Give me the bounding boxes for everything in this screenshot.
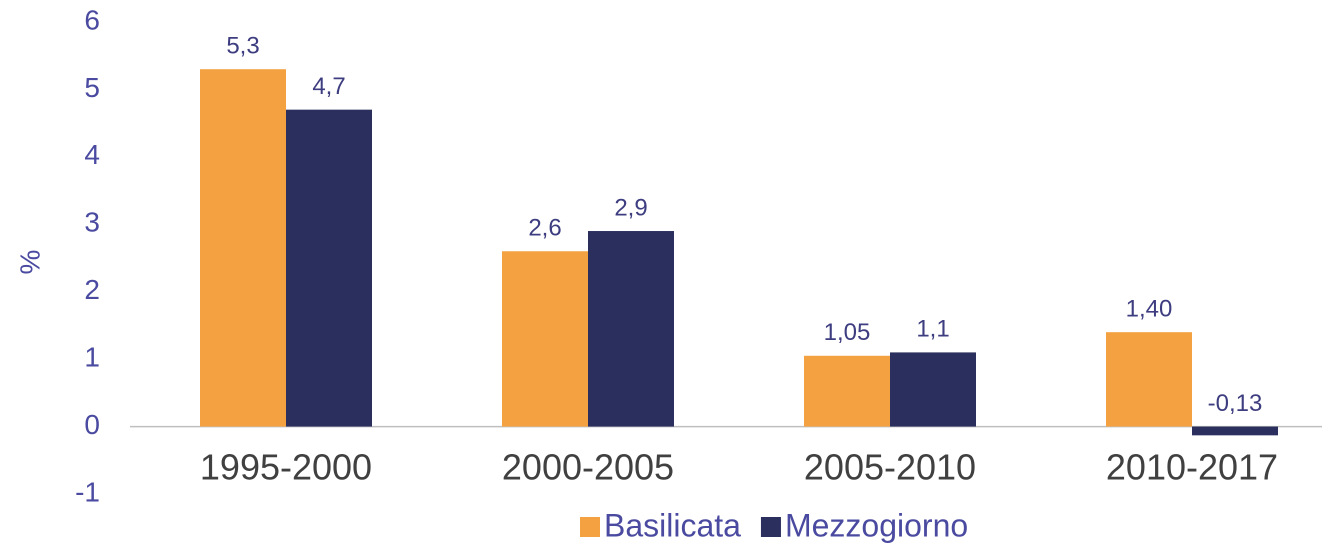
x-tick-label: 1995-2000: [200, 447, 372, 488]
y-tick-label: 5: [84, 72, 100, 103]
x-tick-label: 2005-2010: [804, 447, 976, 488]
data-label: 1,40: [1126, 296, 1173, 323]
y-axis-label: %: [14, 250, 45, 275]
legend-label: Basilicata: [604, 507, 741, 543]
data-label: -0,13: [1208, 390, 1263, 417]
data-label: 4,7: [312, 73, 345, 100]
y-tick-label: 0: [84, 409, 100, 440]
data-label: 1,1: [916, 316, 949, 343]
y-tick-label: 3: [84, 207, 100, 238]
x-tick-label: 2010-2017: [1106, 447, 1278, 488]
bar: [200, 69, 286, 427]
bar: [588, 231, 674, 427]
bar: [1192, 426, 1278, 436]
data-label: 2,9: [614, 194, 647, 221]
y-tick-label: 6: [84, 4, 100, 35]
bar: [890, 352, 976, 427]
legend-label: Mezzogiorno: [785, 507, 968, 543]
legend-swatch: [580, 517, 600, 537]
data-label: 2,6: [528, 215, 561, 242]
y-tick-label: 2: [84, 274, 100, 305]
y-tick-label: 4: [84, 139, 100, 170]
data-label: 1,05: [824, 319, 871, 346]
data-label: 5,3: [226, 33, 259, 60]
y-tick-label: -1: [75, 476, 100, 507]
bar: [286, 109, 372, 427]
x-tick-label: 2000-2005: [502, 447, 674, 488]
bar: [1106, 332, 1192, 427]
legend-swatch: [760, 517, 781, 537]
bar: [804, 355, 890, 427]
y-tick-label: 1: [84, 342, 100, 373]
bar: [502, 251, 588, 427]
